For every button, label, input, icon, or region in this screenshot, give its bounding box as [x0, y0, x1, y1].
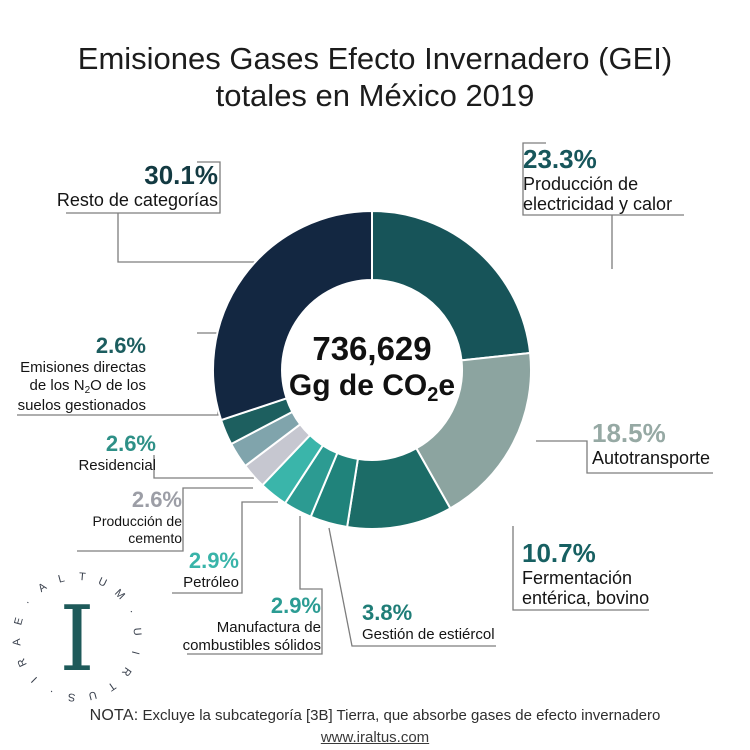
callout-manufactura: 2.9% Manufactura de combustibles sólidos [183, 593, 321, 655]
connector-petroleo [172, 501, 278, 594]
logo-ring-char: M [112, 587, 127, 602]
callout-estiercol: 3.8% Gestión de estiércol [362, 600, 495, 644]
footnote-prefix: NOTA: [89, 707, 139, 724]
callout-n2o: 2.6% Emisiones directas de los N2O de lo… [18, 333, 146, 415]
total-value: 736,629 [312, 330, 432, 367]
callout-resto-label: Resto de categorías [56, 190, 218, 210]
connector-resto-bracket [66, 161, 221, 214]
callout-residencial-label: Residencial [78, 457, 156, 474]
co2-subscript: 2 [427, 384, 439, 406]
callout-manufactura-pct: 2.9% [270, 593, 321, 618]
callout-manufactura-label-2: combustibles sólidos [182, 637, 321, 654]
callout-autotransporte: 18.5% Autotransporte [592, 418, 710, 468]
callout-n2o-label-3: suelos gestionados [17, 397, 146, 414]
logo-ring-char: R [15, 656, 29, 668]
connector-autotransporte [536, 440, 713, 474]
connector-fermentacion [512, 526, 649, 611]
callout-electricidad-label-2: electricidad y calor [523, 194, 673, 214]
callout-autotransporte-label: Autotransporte [592, 448, 711, 468]
callout-electricidad-label-1: Producción de [523, 174, 639, 194]
callout-n2o-label-2: de los N2O de los [29, 377, 146, 396]
title-line-1: Emisiones Gases Efecto Invernadero (GEI) [77, 41, 673, 76]
slice-electricidad [371, 210, 532, 362]
callout-resto-pct: 30.1% [144, 160, 218, 190]
page-title: Emisiones Gases Efecto Invernadero (GEI)… [0, 40, 750, 114]
logo-ring-char: · [47, 685, 55, 697]
callout-fermentacion-label-2: entérica, bovino [522, 588, 650, 608]
logo-ring-char: · [125, 607, 137, 615]
callout-cemento-label-2: cemento [128, 530, 182, 546]
logo-center-letter: I [59, 587, 95, 692]
logo-ring-char: · [22, 598, 34, 608]
n2o-subscript: 2 [84, 385, 91, 396]
logo-ring-char: U [87, 688, 98, 702]
callout-manufactura-label-1: Manufactura de [216, 619, 321, 636]
callout-petroleo-pct: 2.9% [188, 548, 239, 573]
logo-ring-char: I [29, 674, 40, 685]
logo-ring-char: R [119, 665, 133, 678]
callout-estiercol-label: Gestión de estiércol [362, 626, 495, 643]
donut-center-label: 736,629 Gg de CO2e [222, 330, 522, 407]
callout-fermentacion: 10.7% Fermentación entérica, bovino [522, 538, 649, 608]
callout-cemento-pct: 2.6% [131, 487, 182, 512]
callout-cemento-label-1: Producción de [92, 513, 182, 529]
connector-resto-drop [117, 213, 258, 263]
donut-chart [212, 210, 532, 530]
callout-fermentacion-label-1: Fermentación [522, 568, 633, 588]
title-line-2: totales en México 2019 [215, 78, 535, 113]
callout-residencial: 2.6% Residencial [78, 431, 156, 475]
logo-ring-char: I [129, 650, 141, 656]
footnote-text: Excluye la subcategoría [3B] Tierra, que… [138, 707, 661, 724]
logo-ring-char: A [36, 580, 49, 594]
connector-residencial [153, 455, 254, 479]
logo-ring-char: U [130, 627, 143, 636]
callout-electricidad: 23.3% Producción de electricidad y calor [523, 144, 672, 214]
logo-ring-char: T [105, 679, 118, 693]
callout-autotransporte-pct: 18.5% [592, 418, 666, 448]
logo-ring-char: A [11, 637, 24, 646]
connector-cemento [77, 487, 253, 552]
callout-resto: 30.1% Resto de categorías [57, 160, 218, 210]
callout-n2o-label-1: Emisiones directas [20, 359, 146, 376]
callout-petroleo-label: Petróleo [183, 574, 239, 591]
logo-ring-char: S [68, 690, 76, 703]
footnote: NOTA: Excluye la subcategoría [3B] Tierr… [0, 707, 750, 725]
connector-manufactura [187, 516, 323, 655]
callout-residencial-pct: 2.6% [105, 431, 156, 456]
logo-ring-char: T [78, 571, 86, 584]
logo-ring-char: L [57, 572, 66, 585]
callout-cemento: 2.6% Producción de cemento [92, 487, 182, 547]
callout-n2o-pct: 2.6% [95, 333, 146, 358]
callout-petroleo: 2.9% Petróleo [183, 548, 239, 592]
slice-resto [212, 210, 373, 422]
logo-ring-char: E [12, 616, 25, 626]
connector-estiercol [328, 527, 496, 647]
callout-estiercol-pct: 3.8% [362, 600, 413, 625]
logo-ring-char: U [96, 575, 108, 589]
callout-electricidad-pct: 23.3% [523, 144, 597, 174]
connector-electricidad-bracket [522, 142, 684, 216]
callout-fermentacion-pct: 10.7% [522, 538, 596, 568]
website-link[interactable]: www.iraltus.com [320, 729, 430, 746]
total-unit: Gg de CO2e [288, 369, 456, 406]
